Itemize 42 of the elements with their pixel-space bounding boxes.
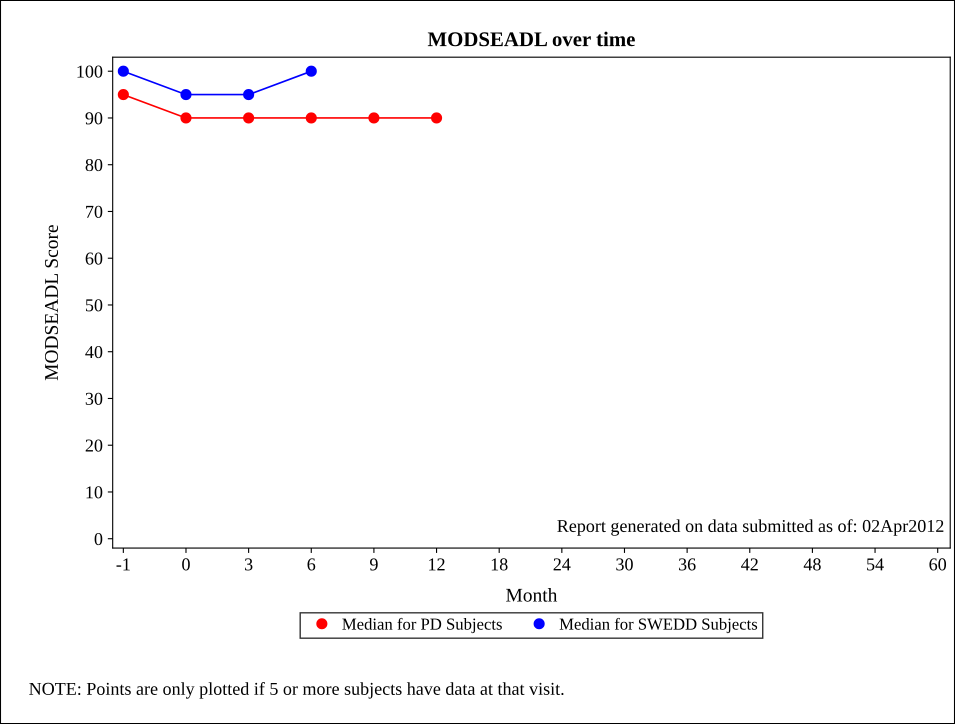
x-axis-title: Month [506,588,558,602]
chart-title: MODSEADL over time [428,32,635,46]
x-tick-label: 54 [867,558,884,570]
point [431,112,442,124]
legend-label: Median for SWEDD Subjects [560,618,758,634]
y-tick-label: 90 [85,112,102,124]
point [180,112,192,124]
text: NOTE: Points are only plotted if 5 or more subjects have data at that visit. [29,682,564,699]
y-tick-label: 10 [86,486,102,498]
x-tick-label: 36 [678,558,696,570]
point [368,112,380,124]
y-tick-label: 20 [86,439,102,452]
point [180,89,192,100]
y-tick-label: 0 [94,532,102,546]
y-tick-label: 70 [86,206,102,218]
point [306,112,317,124]
x-tick-label: 60 [929,558,946,570]
x-tick-label: 30 [616,558,633,570]
y-tick-label: 40 [85,346,102,358]
legend-label: Median for PD Subjects [342,618,502,634]
x-tick-label: -1 [116,558,130,570]
point [243,112,254,124]
x-tick-label: 24 [554,558,571,570]
y-tick-label: 60 [86,252,102,265]
x-tick-label: 9 [370,558,378,570]
x-tick-label: 18 [492,558,508,570]
point [118,89,129,100]
annotation: Report generated on data submitted as of: 02Apr2012 [557,519,944,536]
x-tick-label: 48 [804,558,821,570]
x-tick-label: 42 [741,558,758,570]
point [118,66,129,77]
x-tick-label: 0 [182,558,190,570]
y-tick-label: 100 [77,65,102,78]
point [306,66,317,77]
y-tick-label: 50 [86,299,102,312]
y-tick-label: 80 [86,158,102,172]
x-tick-label: 3 [244,558,252,570]
y-tick-label: 30 [86,392,102,405]
x-tick-label: 6 [308,558,316,570]
y-axis-title: MODSEADL Score [44,225,58,380]
x-tick-label: 12 [429,558,445,570]
point [243,89,254,100]
